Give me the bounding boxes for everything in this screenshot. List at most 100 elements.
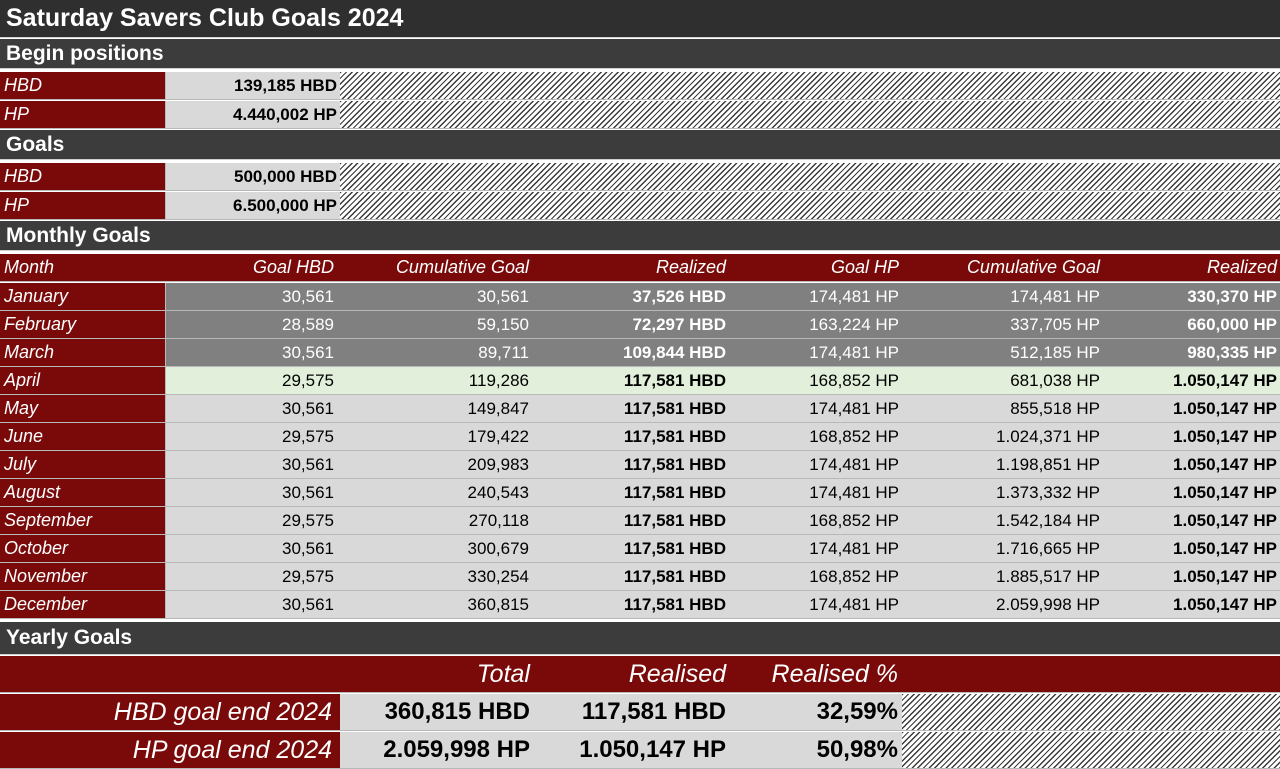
yearly-row-label[interactable]: HBD goal end 2024 <box>0 694 340 730</box>
goal-hp-cell[interactable]: 174,481 HP <box>732 283 905 310</box>
cumulative-hbd-cell[interactable]: 179,422 <box>340 423 536 450</box>
goal-hbd-cell[interactable]: 29,575 <box>166 423 340 450</box>
begin-hp-value[interactable]: 4.440,002 HP <box>166 101 340 128</box>
month-cell[interactable]: April <box>0 367 166 394</box>
cumulative-hp-cell[interactable]: 1.373,332 HP <box>905 479 1107 506</box>
cumulative-hbd-cell[interactable]: 330,254 <box>340 563 536 590</box>
yearly-realised-cell[interactable]: 117,581 HBD <box>536 694 732 730</box>
goal-hbd-cell[interactable]: 29,575 <box>166 507 340 534</box>
realized-hbd-cell[interactable]: 72,297 HBD <box>536 311 732 338</box>
realized-hp-cell[interactable]: 1.050,147 HP <box>1107 563 1280 590</box>
cumulative-hp-cell[interactable]: 1.885,517 HP <box>905 563 1107 590</box>
goal-hbd-cell[interactable]: 30,561 <box>166 395 340 422</box>
goal-hp-cell[interactable]: 168,852 HP <box>732 367 905 394</box>
yearly-realised-cell[interactable]: 1.050,147 HP <box>536 732 732 768</box>
col-header-total[interactable]: Total <box>476 659 530 688</box>
month-cell[interactable]: June <box>0 423 166 450</box>
realized-hbd-cell[interactable]: 117,581 HBD <box>536 563 732 590</box>
goal-hp-cell[interactable]: 168,852 HP <box>732 507 905 534</box>
month-cell[interactable]: May <box>0 395 166 422</box>
cumulative-hp-cell[interactable]: 1.024,371 HP <box>905 423 1107 450</box>
goal-hbd-cell[interactable]: 30,561 <box>166 339 340 366</box>
month-cell[interactable]: November <box>0 563 166 590</box>
month-cell[interactable]: October <box>0 535 166 562</box>
goal-hbd-cell[interactable]: 30,561 <box>166 283 340 310</box>
cumulative-hbd-cell[interactable]: 209,983 <box>340 451 536 478</box>
col-header-realized-hbd[interactable]: Realized <box>655 257 726 277</box>
realized-hbd-cell[interactable]: 37,526 HBD <box>536 283 732 310</box>
cumulative-hp-cell[interactable]: 1.542,184 HP <box>905 507 1107 534</box>
goal-hp-cell[interactable]: 174,481 HP <box>732 591 905 618</box>
cumulative-hp-cell[interactable]: 174,481 HP <box>905 283 1107 310</box>
yearly-row-label[interactable]: HP goal end 2024 <box>0 732 340 768</box>
realized-hp-cell[interactable]: 330,370 HP <box>1107 283 1280 310</box>
goal-hp-cell[interactable]: 163,224 HP <box>732 311 905 338</box>
col-header-goal-hbd[interactable]: Goal HBD <box>252 257 334 277</box>
cumulative-hbd-cell[interactable]: 59,150 <box>340 311 536 338</box>
realized-hp-cell[interactable]: 1.050,147 HP <box>1107 507 1280 534</box>
goal-hp-cell[interactable]: 174,481 HP <box>732 535 905 562</box>
cumulative-hp-cell[interactable]: 855,518 HP <box>905 395 1107 422</box>
cumulative-hp-cell[interactable]: 681,038 HP <box>905 367 1107 394</box>
cumulative-hp-cell[interactable]: 512,185 HP <box>905 339 1107 366</box>
col-header-realized-hp[interactable]: Realized <box>1206 257 1277 277</box>
realized-hbd-cell[interactable]: 117,581 HBD <box>536 591 732 618</box>
goal-hbd-cell[interactable]: 30,561 <box>166 591 340 618</box>
goal-hbd-cell[interactable]: 30,561 <box>166 535 340 562</box>
realized-hp-cell[interactable]: 1.050,147 HP <box>1107 451 1280 478</box>
yearly-realised-pct-cell[interactable]: 32,59% <box>732 694 902 730</box>
realized-hbd-cell[interactable]: 117,581 HBD <box>536 535 732 562</box>
goal-hp-cell[interactable]: 168,852 HP <box>732 423 905 450</box>
begin-hp-label[interactable]: HP <box>0 101 166 128</box>
goal-hbd-cell[interactable]: 29,575 <box>166 367 340 394</box>
begin-hbd-value[interactable]: 139,185 HBD <box>166 72 340 99</box>
col-header-month[interactable]: Month <box>4 257 55 277</box>
realized-hbd-cell[interactable]: 117,581 HBD <box>536 507 732 534</box>
goal-hbd-cell[interactable]: 28,589 <box>166 311 340 338</box>
goal-hp-cell[interactable]: 174,481 HP <box>732 479 905 506</box>
realized-hp-cell[interactable]: 1.050,147 HP <box>1107 395 1280 422</box>
goal-hbd-label[interactable]: HBD <box>0 163 166 190</box>
realized-hbd-cell[interactable]: 117,581 HBD <box>536 395 732 422</box>
month-cell[interactable]: September <box>0 507 166 534</box>
month-cell[interactable]: February <box>0 311 166 338</box>
goal-hp-cell[interactable]: 174,481 HP <box>732 451 905 478</box>
goal-hp-value[interactable]: 6.500,000 HP <box>166 192 340 219</box>
realized-hbd-cell[interactable]: 117,581 HBD <box>536 479 732 506</box>
realized-hp-cell[interactable]: 1.050,147 HP <box>1107 423 1280 450</box>
cumulative-hbd-cell[interactable]: 119,286 <box>340 367 536 394</box>
realized-hbd-cell[interactable]: 109,844 HBD <box>536 339 732 366</box>
month-cell[interactable]: January <box>0 283 166 310</box>
realized-hbd-cell[interactable]: 117,581 HBD <box>536 367 732 394</box>
month-cell[interactable]: March <box>0 339 166 366</box>
cumulative-hbd-cell[interactable]: 149,847 <box>340 395 536 422</box>
col-header-cumulative-hp[interactable]: Cumulative Goal <box>966 257 1100 277</box>
goal-hp-cell[interactable]: 174,481 HP <box>732 395 905 422</box>
yearly-total-cell[interactable]: 360,815 HBD <box>340 694 536 730</box>
realized-hbd-cell[interactable]: 117,581 HBD <box>536 451 732 478</box>
month-cell[interactable]: December <box>0 591 166 618</box>
goal-hp-cell[interactable]: 174,481 HP <box>732 339 905 366</box>
goal-hbd-cell[interactable]: 30,561 <box>166 451 340 478</box>
cumulative-hbd-cell[interactable]: 300,679 <box>340 535 536 562</box>
month-cell[interactable]: August <box>0 479 166 506</box>
realized-hp-cell[interactable]: 1.050,147 HP <box>1107 591 1280 618</box>
realized-hp-cell[interactable]: 980,335 HP <box>1107 339 1280 366</box>
col-header-goal-hp[interactable]: Goal HP <box>830 257 899 277</box>
cumulative-hbd-cell[interactable]: 270,118 <box>340 507 536 534</box>
month-cell[interactable]: July <box>0 451 166 478</box>
realized-hp-cell[interactable]: 1.050,147 HP <box>1107 479 1280 506</box>
col-header-cumulative-hbd[interactable]: Cumulative Goal <box>395 257 529 277</box>
goal-hbd-cell[interactable]: 29,575 <box>166 563 340 590</box>
realized-hbd-cell[interactable]: 117,581 HBD <box>536 423 732 450</box>
cumulative-hp-cell[interactable]: 1.198,851 HP <box>905 451 1107 478</box>
begin-hbd-label[interactable]: HBD <box>0 72 166 99</box>
goal-hbd-cell[interactable]: 30,561 <box>166 479 340 506</box>
realized-hp-cell[interactable]: 1.050,147 HP <box>1107 367 1280 394</box>
realized-hp-cell[interactable]: 660,000 HP <box>1107 311 1280 338</box>
realized-hp-cell[interactable]: 1.050,147 HP <box>1107 535 1280 562</box>
cumulative-hbd-cell[interactable]: 89,711 <box>340 339 536 366</box>
goal-hp-label[interactable]: HP <box>0 192 166 219</box>
col-header-realised[interactable]: Realised <box>628 659 726 688</box>
yearly-realised-pct-cell[interactable]: 50,98% <box>732 732 902 768</box>
